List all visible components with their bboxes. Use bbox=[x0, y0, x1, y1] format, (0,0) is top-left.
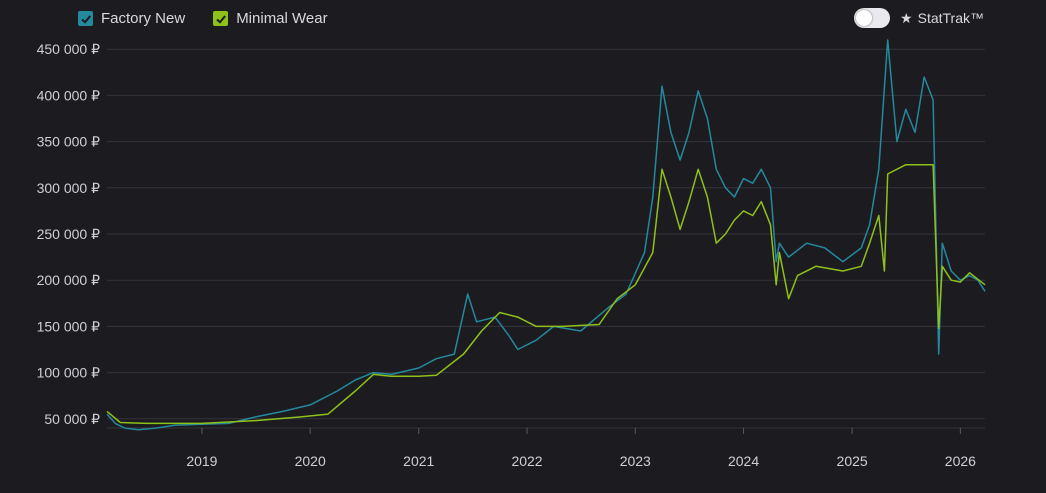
stattrak-label: ★ StatTrak™ bbox=[900, 10, 984, 27]
x-tick-label-2025: 2025 bbox=[837, 453, 868, 469]
y-tick-label-7: 400 000 ₽ bbox=[37, 87, 100, 103]
toggle-knob bbox=[856, 10, 873, 26]
checkmark-icon bbox=[216, 14, 226, 24]
legend-label-minimal-wear: Minimal Wear bbox=[236, 10, 328, 27]
checkmark-icon bbox=[80, 14, 91, 24]
y-tick-label-2: 150 000 ₽ bbox=[37, 318, 100, 334]
legend-item-minimal-wear[interactable]: Minimal Wear bbox=[213, 10, 328, 27]
y-tick-label-1: 100 000 ₽ bbox=[37, 365, 100, 381]
stattrak-text: StatTrak™ bbox=[917, 10, 984, 26]
stattrak-toggle-group: ★ StatTrak™ bbox=[854, 8, 984, 28]
y-tick-label-5: 300 000 ₽ bbox=[37, 180, 100, 196]
minimal-wear-checkbox[interactable] bbox=[213, 11, 229, 26]
x-tick-label-2019: 2019 bbox=[186, 453, 217, 469]
y-tick-label-6: 350 000 ₽ bbox=[37, 134, 100, 150]
star-icon: ★ bbox=[900, 9, 913, 26]
chart-legend: Factory New Minimal Wear bbox=[78, 10, 328, 27]
y-tick-label-8: 450 000 ₽ bbox=[37, 41, 100, 57]
series-line-factory-new[interactable] bbox=[106, 39, 986, 431]
x-tick-label-2022: 2022 bbox=[511, 453, 542, 469]
y-tick-label-0: 50 000 ₽ bbox=[44, 411, 100, 427]
y-tick-label-4: 250 000 ₽ bbox=[37, 226, 100, 242]
x-tick-label-2023: 2023 bbox=[620, 453, 651, 469]
x-tick-label-2024: 2024 bbox=[728, 453, 759, 469]
x-tick-label-2026: 2026 bbox=[945, 453, 976, 469]
factory-new-checkbox[interactable] bbox=[78, 11, 93, 26]
legend-label-factory-new: Factory New bbox=[101, 10, 186, 27]
x-tick-label-2020: 2020 bbox=[295, 453, 326, 469]
legend-item-factory-new[interactable]: Factory New bbox=[78, 10, 185, 27]
y-tick-label-3: 200 000 ₽ bbox=[37, 272, 100, 288]
series-line-minimal-wear[interactable] bbox=[106, 163, 986, 425]
x-tick-label-2021: 2021 bbox=[403, 453, 434, 469]
stattrak-toggle[interactable] bbox=[854, 8, 891, 28]
